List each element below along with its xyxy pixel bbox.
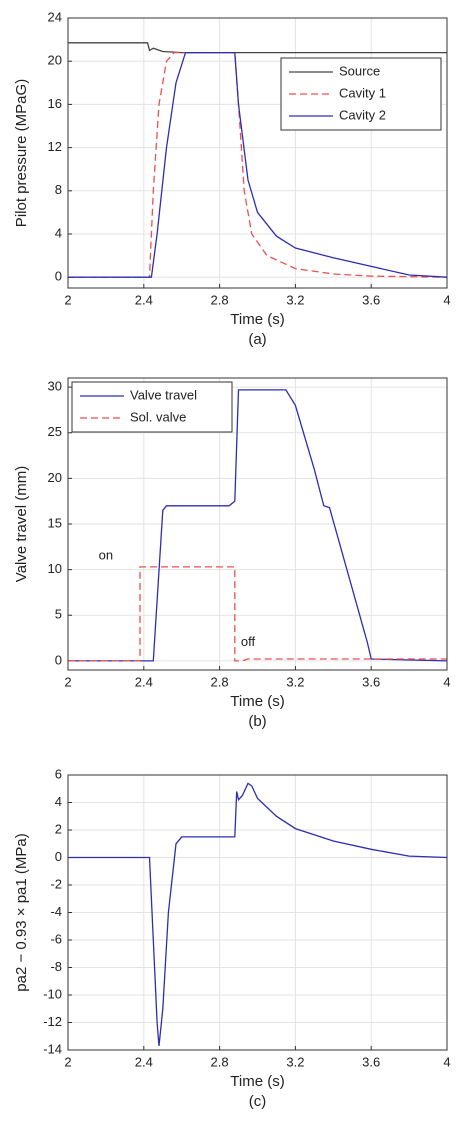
plot-frame <box>67 377 448 671</box>
y-tick-label: -10 <box>43 986 62 1001</box>
y-tick-label: -4 <box>50 904 62 919</box>
legend-box <box>71 381 233 433</box>
y-tick-label: 12 <box>48 139 62 154</box>
x-axis-label: Time (s) <box>230 693 284 710</box>
data-line <box>68 389 447 662</box>
y-tick-label: 6 <box>55 766 62 781</box>
y-axis-label: Pilot pressure (MPaG) <box>13 79 30 227</box>
y-tick-label: -6 <box>50 931 62 946</box>
y-tick-label: 4 <box>55 225 62 240</box>
x-tick-label: 3.6 <box>362 1054 380 1069</box>
x-tick-label: 3.6 <box>362 674 380 689</box>
annotation: on <box>99 547 113 562</box>
panel: 2 2.4 2.8 3.2 3.6 4 -14 -12 -10 -8 -6 -4 -2 0 2 4 6 Time … <box>13 766 451 1110</box>
x-tick-label: 2.8 <box>211 292 229 307</box>
y-tick-label: 4 <box>55 794 62 809</box>
y-tick-label: 0 <box>55 652 62 667</box>
x-tick-label: 2.4 <box>135 674 153 689</box>
y-tick-label: 20 <box>48 53 62 68</box>
y-tick-label: 15 <box>48 515 62 530</box>
legend-label: Sol. valve <box>130 409 186 424</box>
y-tick-label: 5 <box>55 607 62 622</box>
y-tick-label: 2 <box>55 821 62 836</box>
y-tick-label: 10 <box>48 561 62 576</box>
y-tick-label: 25 <box>48 424 62 439</box>
y-tick-label: 0 <box>55 849 62 864</box>
x-tick-label: 3.2 <box>286 292 304 307</box>
data-line <box>68 782 447 1046</box>
data-line <box>68 51 447 278</box>
annotation: off <box>241 634 256 649</box>
y-tick-label: 20 <box>48 470 62 485</box>
x-tick-label: 3.2 <box>286 674 304 689</box>
legend-label: Source <box>339 63 380 78</box>
x-axis-label: Time (s) <box>230 1073 284 1090</box>
caption: (b) <box>248 713 266 730</box>
x-tick-label: 2.8 <box>211 674 229 689</box>
data-line <box>68 566 447 662</box>
legend-label: Valve travel <box>130 387 197 402</box>
panel: 2 2.4 2.8 3.2 3.6 4 0 5 10 15 20 25 30 on off Valve tra… <box>13 377 451 730</box>
panel: 2 2.4 2.8 3.2 3.6 4 0 4 8 12 16 20 24 Source Cavity 1 C… <box>13 9 451 348</box>
x-tick-label: 4 <box>443 292 450 307</box>
y-tick-label: 30 <box>48 379 62 394</box>
y-axis-label: pa2 − 0.93 × pa1 (MPa) <box>13 833 30 991</box>
caption: (c) <box>249 1093 267 1110</box>
x-tick-label: 2 <box>64 1054 71 1069</box>
y-axis-label: Valve travel (mm) <box>13 466 30 582</box>
y-tick-label: -2 <box>50 876 62 891</box>
plot-frame <box>67 774 448 1051</box>
x-tick-label: 4 <box>443 674 450 689</box>
legend-label: Cavity 1 <box>339 85 386 100</box>
x-tick-label: 4 <box>443 1054 450 1069</box>
legend-label: Cavity 2 <box>339 107 386 122</box>
y-tick-label: 0 <box>55 269 62 284</box>
x-tick-label: 2.4 <box>135 292 153 307</box>
y-tick-label: -12 <box>43 1014 62 1029</box>
plot-frame <box>67 17 448 289</box>
y-tick-label: 8 <box>55 182 62 197</box>
x-tick-label: 2.8 <box>211 1054 229 1069</box>
legend-box <box>280 57 442 131</box>
caption: (a) <box>248 331 266 348</box>
y-tick-label: -8 <box>50 959 62 974</box>
data-line <box>68 42 447 54</box>
y-tick-label: 16 <box>48 96 62 111</box>
x-tick-label: 2 <box>64 674 71 689</box>
y-tick-label: -14 <box>43 1041 62 1056</box>
x-tick-label: 3.6 <box>362 292 380 307</box>
x-axis-label: Time (s) <box>230 311 284 328</box>
x-tick-label: 2 <box>64 292 71 307</box>
x-tick-label: 2.4 <box>135 1054 153 1069</box>
y-tick-label: 24 <box>48 9 62 24</box>
x-tick-label: 3.2 <box>286 1054 304 1069</box>
